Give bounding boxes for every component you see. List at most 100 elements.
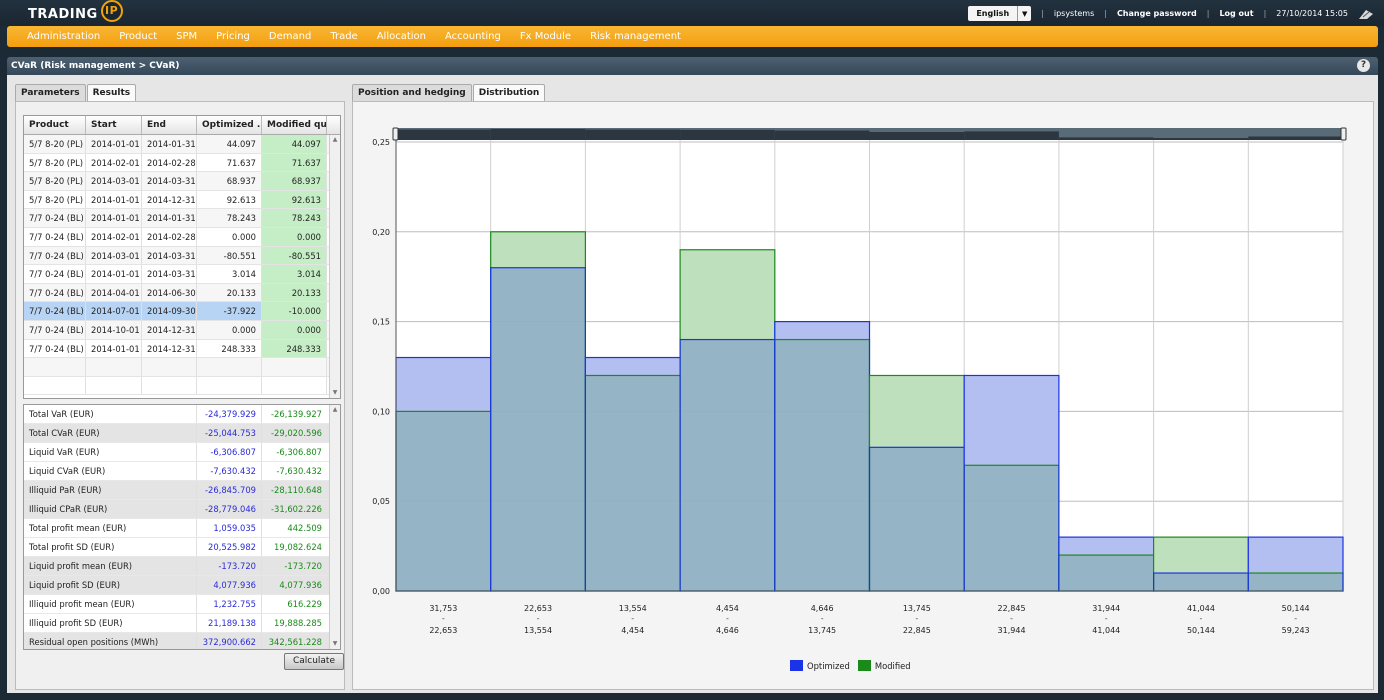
bar-overlap xyxy=(490,267,586,591)
logo-badge: IP xyxy=(100,0,123,22)
x-tick-label-top: 22,653 xyxy=(524,604,552,613)
tab-position-and-hedging[interactable]: Position and hedging xyxy=(352,84,472,101)
x-tick-label-dash: - xyxy=(821,614,824,623)
page-title: CVaR (Risk management > CVaR) xyxy=(11,61,180,71)
table-cell: 2014-12-31 xyxy=(142,320,197,339)
range-selector-sparkline xyxy=(1248,136,1343,140)
table-cell: 7/7 0-24 (BL) xyxy=(24,339,86,358)
table-row[interactable]: 7/7 0-24 (BL) 2014-01-01 2014-01-31 78.243 7… xyxy=(24,209,340,228)
table-row[interactable]: 7/7 0-24 (BL) 2014-10-01 2014-12-31 0.000 0.… xyxy=(24,320,340,340)
table-cell: 5/7 8-20 (PL) xyxy=(24,172,86,190)
legend-label: Optimized xyxy=(807,660,850,671)
menu-item-fx-module[interactable]: Fx Module xyxy=(519,31,572,42)
tab-parameters[interactable]: Parameters xyxy=(15,84,86,101)
empty-row xyxy=(24,358,340,377)
table-cell: 71.637 xyxy=(197,153,262,172)
separator: | xyxy=(1041,9,1044,18)
bar-optimized-excess xyxy=(1248,537,1343,574)
range-selector-sparkline xyxy=(869,132,965,140)
results-panel: Product Start End Optimized ... Modified… xyxy=(15,101,345,690)
scroll-down-icon[interactable]: ▼ xyxy=(332,389,338,396)
bar-overlap xyxy=(1058,555,1154,591)
column-header[interactable]: End xyxy=(142,116,197,134)
bar-optimized-excess xyxy=(964,375,1059,466)
table-cell xyxy=(197,376,262,395)
risk-row: Liquid CVaR (EUR) -7,630.432 -7,630.432 xyxy=(24,462,340,481)
range-selector-sparkline xyxy=(396,129,491,140)
distribution-panel: 0,00 0,05 0,10 0,15 0,20 0,25 31,753-22,653 22,… xyxy=(352,101,1374,690)
bar-modified-excess xyxy=(869,375,965,448)
x-tick-label-bottom: 13,745 xyxy=(808,626,836,635)
range-selector-sparkline xyxy=(1153,138,1249,140)
app-logo: TRADING IP xyxy=(28,0,123,22)
column-header[interactable]: Modified qua... xyxy=(262,116,327,134)
bar-modified-excess xyxy=(1153,537,1249,574)
chevron-down-icon[interactable]: ▼ xyxy=(1017,6,1031,21)
table-cell: 68.937 xyxy=(197,172,262,190)
table-row[interactable]: 5/7 8-20 (PL) 2014-01-01 2014-12-31 92.613 9… xyxy=(24,190,340,210)
table-cell: 2014-10-01 xyxy=(86,320,142,339)
menu-item-spm[interactable]: SPM xyxy=(176,31,198,42)
results-scrollbar[interactable]: ▲ ▼ xyxy=(329,135,340,398)
table-row[interactable]: 7/7 0-24 (BL) 2014-04-01 2014-06-30 20.133 2… xyxy=(24,283,340,303)
scroll-up-icon[interactable]: ▲ xyxy=(332,136,338,143)
language-select[interactable]: English ▼ xyxy=(968,6,1032,21)
calculate-button[interactable]: Calculate xyxy=(284,653,344,670)
modified-value: 19,082.624 xyxy=(274,542,322,552)
bar-optimized-excess xyxy=(396,357,491,412)
table-row[interactable]: 7/7 0-24 (BL) 2014-07-01 2014-09-30 -37.922… xyxy=(24,302,340,321)
menu-item-risk-management[interactable]: Risk management xyxy=(590,31,681,42)
risk-scrollbar[interactable]: ▲ ▼ xyxy=(329,405,340,649)
table-row[interactable]: 5/7 8-20 (PL) 2014-02-01 2014-02-28 71.637 7… xyxy=(24,153,340,173)
menu-item-trade[interactable]: Trade xyxy=(330,31,358,42)
table-row[interactable]: 5/7 8-20 (PL) 2014-03-01 2014-03-31 68.937 6… xyxy=(24,172,340,191)
optimized-value: -6,306.807 xyxy=(197,443,262,461)
menu-item-administration[interactable]: Administration xyxy=(27,31,101,42)
x-tick-label-top: 13,745 xyxy=(903,604,931,613)
table-row[interactable]: 5/7 8-20 (PL) 2014-01-01 2014-01-31 44.097 4… xyxy=(24,135,340,154)
menu-item-accounting[interactable]: Accounting xyxy=(445,31,501,42)
modified-value: -6,306.807 xyxy=(276,447,322,457)
table-cell: 5/7 8-20 (PL) xyxy=(24,153,86,172)
bar-overlap xyxy=(869,447,965,591)
exit-icon[interactable] xyxy=(1358,8,1374,20)
table-cell: 2014-12-31 xyxy=(142,190,197,209)
menu-item-product[interactable]: Product xyxy=(119,31,158,42)
scroll-up-icon[interactable]: ▲ xyxy=(332,406,338,413)
menu-item-pricing[interactable]: Pricing xyxy=(216,31,250,42)
x-tick-label-dash: - xyxy=(1200,614,1203,623)
optimized-value: 21,189.138 xyxy=(197,614,262,632)
empty-row xyxy=(24,376,340,396)
logout-link[interactable]: Log out xyxy=(1219,9,1254,18)
bar-overlap xyxy=(585,375,681,591)
table-row[interactable]: 7/7 0-24 (BL) 2014-01-01 2014-03-31 3.014 3.… xyxy=(24,265,340,284)
table-row[interactable]: 7/7 0-24 (BL) 2014-02-01 2014-02-28 0.000 0.… xyxy=(24,227,340,247)
x-tick-label-dash: - xyxy=(726,614,729,623)
change-password-link[interactable]: Change password xyxy=(1116,9,1197,18)
column-header[interactable]: Product xyxy=(24,116,86,134)
tab-results[interactable]: Results xyxy=(86,84,137,101)
table-cell: 78.243 xyxy=(197,209,262,227)
menu-item-demand[interactable]: Demand xyxy=(268,31,312,42)
table-row[interactable]: 7/7 0-24 (BL) 2014-03-01 2014-03-31 -80.551… xyxy=(24,246,340,266)
risk-row: Liquid profit mean (EUR) -173.720 -173.720 xyxy=(24,557,340,576)
table-row[interactable]: 7/7 0-24 (BL) 2014-01-01 2014-12-31 248.333… xyxy=(24,339,340,359)
legend-item-modified[interactable]: Modified xyxy=(857,660,911,671)
chart-legend: Optimized Modified xyxy=(790,660,919,671)
optimized-value: -173.720 xyxy=(197,557,262,575)
column-header[interactable]: Optimized ... xyxy=(197,116,262,134)
tab-distribution[interactable]: Distribution xyxy=(472,84,546,101)
range-selector-sparkline xyxy=(964,131,1059,140)
column-header[interactable]: Start xyxy=(86,116,142,134)
legend-item-optimized[interactable]: Optimized xyxy=(790,660,850,671)
table-cell: 78.243 xyxy=(262,209,327,227)
table-cell: 2014-03-31 xyxy=(142,265,197,283)
risk-label: Total profit mean (EUR) xyxy=(24,519,197,537)
help-icon[interactable]: ? xyxy=(1357,59,1370,72)
table-cell: 44.097 xyxy=(262,135,327,153)
x-tick-label-bottom: 41,044 xyxy=(1092,626,1120,635)
table-cell: 7/7 0-24 (BL) xyxy=(24,227,86,246)
scroll-down-icon[interactable]: ▼ xyxy=(332,640,338,647)
x-tick-label-dash: - xyxy=(1105,614,1108,623)
menu-item-allocation[interactable]: Allocation xyxy=(376,31,426,42)
